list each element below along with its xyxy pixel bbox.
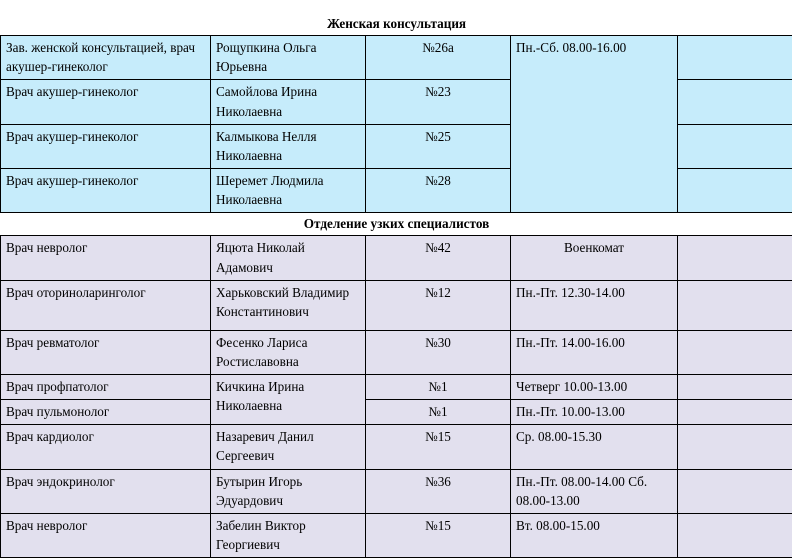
cell-note: [678, 80, 792, 124]
cell-doctor-name: Забелин Виктор Георгиевич: [211, 513, 366, 557]
section-title-narrow-specialists: Отделение узких специалистов: [1, 213, 792, 236]
cell-room: №1: [366, 374, 511, 399]
cell-schedule: Пн.-Пт. 08.00-14.00 Сб. 08.00-13.00: [511, 469, 678, 513]
cell-room: №12: [366, 280, 511, 330]
cell-schedule: Вт. 08.00-15.00: [511, 513, 678, 557]
cell-schedule: Пн.-Пт. 14.00-16.00: [511, 330, 678, 374]
cell-doctor-name: Харьковский Владимир Константинович: [211, 280, 366, 330]
table-row: Врач пульмонолог №1 Пн.-Пт. 10.00-13.00: [1, 400, 792, 425]
cell-position: Врач пульмонолог: [1, 400, 211, 425]
cell-position: Врач акушер-гинеколог: [1, 124, 211, 168]
cell-doctor-name: Рощупкина Ольга Юрьевна: [211, 36, 366, 80]
cell-room: №15: [366, 425, 511, 469]
cell-room: №15: [366, 513, 511, 557]
cell-note: [678, 168, 792, 212]
cell-room: №28: [366, 168, 511, 212]
cell-schedule: Военкомат: [511, 236, 678, 280]
cell-doctor-name: Шеремет Людмила Николаевна: [211, 168, 366, 212]
cell-doctor-name: Фесенко Лариса Ростиславовна: [211, 330, 366, 374]
cell-schedule-merged: Пн.-Сб. 08.00-16.00: [511, 36, 678, 213]
section-title-womens-consultation: Женская консультация: [1, 0, 792, 36]
cell-note: [678, 374, 792, 399]
cell-schedule: Пн.-Пт. 10.00-13.00: [511, 400, 678, 425]
cell-room: №36: [366, 469, 511, 513]
cell-room: №23: [366, 80, 511, 124]
cell-position: Врач кардиолог: [1, 425, 211, 469]
table-row: Врач ревматолог Фесенко Лариса Ростислав…: [1, 330, 792, 374]
cell-room: №26а: [366, 36, 511, 80]
cell-position: Врач эндокринолог: [1, 469, 211, 513]
cell-position: Врач акушер-гинеколог: [1, 168, 211, 212]
cell-note: [678, 469, 792, 513]
cell-note: [678, 400, 792, 425]
cell-doctor-name: Калмыкова Нелля Николаевна: [211, 124, 366, 168]
cell-note: [678, 124, 792, 168]
cell-note: [678, 330, 792, 374]
cell-note: [678, 280, 792, 330]
table-row: Врач оториноларинголог Харьковский Влади…: [1, 280, 792, 330]
section-title-row-narrow-specialists: Отделение узких специалистов: [1, 213, 792, 236]
cell-position: Врач оториноларинголог: [1, 280, 211, 330]
cell-note: [678, 236, 792, 280]
section-title-row-womens-consultation: Женская консультация: [1, 0, 792, 36]
table-row: Врач невролог Яцюта Николай Адамович №42…: [1, 236, 792, 280]
cell-doctor-name: Бутырин Игорь Эдуардович: [211, 469, 366, 513]
cell-room: №1: [366, 400, 511, 425]
cell-note: [678, 36, 792, 80]
cell-schedule: Четверг 10.00-13.00: [511, 374, 678, 399]
cell-room: №42: [366, 236, 511, 280]
schedule-page: Женская консультация Зав. женской консул…: [0, 0, 792, 470]
cell-room: №25: [366, 124, 511, 168]
cell-position: Врач ревматолог: [1, 330, 211, 374]
table-row: Врач профпатолог Кичкина Ирина Николаевн…: [1, 374, 792, 399]
cell-doctor-name: Назаревич Данил Сергеевич: [211, 425, 366, 469]
cell-position: Врач невролог: [1, 513, 211, 557]
cell-position: Врач акушер-гинеколог: [1, 80, 211, 124]
cell-doctor-name: Яцюта Николай Адамович: [211, 236, 366, 280]
cell-note: [678, 425, 792, 469]
cell-position: Врач невролог: [1, 236, 211, 280]
cell-position: Врач профпатолог: [1, 374, 211, 399]
cell-position: Зав. женской консультацией, врач акушер-…: [1, 36, 211, 80]
cell-doctor-name-merged: Кичкина Ирина Николаевна: [211, 374, 366, 424]
cell-schedule: Пн.-Пт. 12.30-14.00: [511, 280, 678, 330]
table-row: Врач кардиолог Назаревич Данил Сергеевич…: [1, 425, 792, 469]
table-row: Зав. женской консультацией, врач акушер-…: [1, 36, 792, 80]
cell-schedule: Ср. 08.00-15.30: [511, 425, 678, 469]
table-row: Врач эндокринолог Бутырин Игорь Эдуардов…: [1, 469, 792, 513]
cell-room: №30: [366, 330, 511, 374]
cell-doctor-name: Самойлова Ирина Николаевна: [211, 80, 366, 124]
table-row: Врач невролог Забелин Виктор Георгиевич …: [1, 513, 792, 557]
cell-note: [678, 513, 792, 557]
